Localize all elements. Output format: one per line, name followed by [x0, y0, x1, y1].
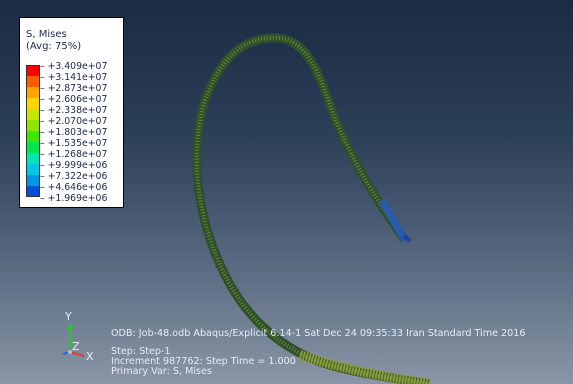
legend-swatch	[26, 120, 40, 131]
legend-tick-label: +2.070e+07	[40, 116, 108, 127]
legend-tick-label: +2.873e+07	[40, 83, 108, 94]
legend-swatch	[26, 87, 40, 98]
legend-tick-label: +1.969e+06	[40, 193, 108, 204]
legend-swatch	[26, 109, 40, 120]
legend-swatch	[26, 131, 40, 142]
triad-axes	[62, 323, 85, 357]
stress-legend: S, Mises (Avg: 75%) +3.409e+07+3.141e+07…	[19, 17, 124, 208]
legend-tick-label: +3.141e+07	[40, 72, 108, 83]
triad-y-label: Y	[65, 310, 72, 323]
legend-swatch	[26, 142, 40, 153]
legend-tick-label: +7.322e+06	[40, 171, 108, 182]
legend-title-averaging: (Avg: 75%)	[26, 41, 82, 52]
legend-tick-label: +2.606e+07	[40, 94, 108, 105]
triad-x-label: X	[86, 350, 94, 363]
legend-swatch	[26, 65, 40, 76]
legend-tick-label: +4.646e+06	[40, 182, 108, 193]
legend-swatch	[26, 153, 40, 164]
legend-swatch	[26, 98, 40, 109]
legend-tick-label: +2.338e+07	[40, 105, 108, 116]
legend-tick-label: +9.999e+06	[40, 160, 108, 171]
triad-z-label: Z	[72, 340, 80, 353]
legend-tick-label: +3.409e+07	[40, 61, 108, 72]
step-info-line: Step: Step-1	[111, 346, 171, 357]
legend-swatch	[26, 164, 40, 175]
legend-tick-label: +1.535e+07	[40, 138, 108, 149]
increment-info-line: Increment 987762: Step Time = 1.000	[111, 356, 296, 367]
legend-swatch	[26, 186, 40, 197]
legend-title: S, Mises (Avg: 75%)	[26, 29, 81, 53]
legend-swatch	[26, 175, 40, 186]
legend-tick-labels: +3.409e+07+3.141e+07+2.873e+07+2.606e+07…	[40, 61, 108, 204]
legend-title-variable: S, Mises	[26, 29, 67, 40]
coordinate-triad: Y Z X	[58, 310, 98, 364]
legend-color-bar	[26, 65, 40, 197]
primary-var-info-line: Primary Var: S, Mises	[111, 366, 212, 377]
legend-tick-label: +1.268e+07	[40, 149, 108, 160]
odb-info-line: ODB: Job-48.odb Abaqus/Explicit 6.14-1 S…	[111, 328, 526, 339]
legend-tick-label: +1.803e+07	[40, 127, 108, 138]
legend-swatch	[26, 76, 40, 87]
